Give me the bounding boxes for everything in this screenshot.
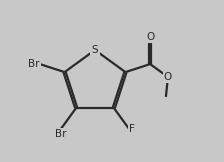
Text: Br: Br <box>28 59 40 69</box>
Text: O: O <box>164 72 172 82</box>
Text: Br: Br <box>55 129 67 139</box>
Text: O: O <box>146 32 154 42</box>
Text: F: F <box>129 124 135 134</box>
Text: S: S <box>92 45 98 55</box>
